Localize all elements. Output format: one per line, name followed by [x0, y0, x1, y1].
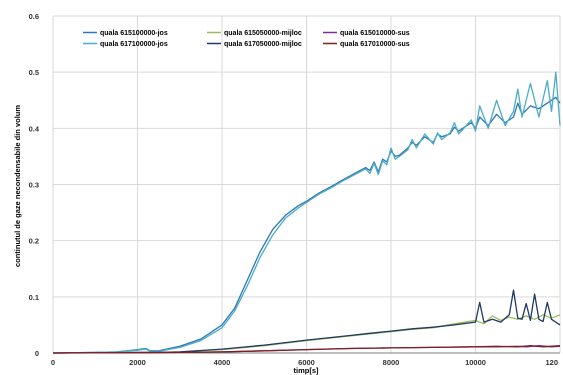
x-axis-label: timp[s] [294, 366, 320, 375]
legend: quala 615100000-jos quala 617100000-jos qu… [83, 30, 410, 48]
series-line-5 [52, 345, 561, 354]
x-tick-label: 10000 [465, 358, 486, 367]
legend-entry: quala 615050000-mijloc [224, 30, 302, 37]
y-tick-label: 0.3 [29, 181, 39, 190]
grid [52, 15, 561, 354]
x-tick-label: 2000 [129, 358, 146, 367]
legend-entry: quala 617010000-sus [340, 41, 410, 48]
y-axis-label: continutul de gaze necondensabile din vo… [13, 105, 22, 267]
x-tick-label: 6000 [298, 358, 315, 367]
legend-entry: quala 615100000-jos [100, 30, 168, 37]
tick-labels: 0 0.1 0.2 0.3 0.4 0.5 0.6 0 2000 4000 6000 8000 1000… [29, 12, 558, 367]
legend-entry: quala 617050000-mijloc [224, 41, 302, 48]
y-tick-label: 0.6 [29, 12, 39, 21]
series-line-1 [52, 71, 561, 354]
y-tick-label: 0.1 [29, 293, 39, 302]
x-tick-label: 120 [545, 358, 558, 367]
x-tick-label: 4000 [214, 358, 231, 367]
series-line-3 [52, 289, 561, 354]
y-tick-label: 0.4 [29, 124, 40, 133]
series-lines [52, 71, 561, 354]
legend-entry: quala 617100000-jos [100, 41, 168, 48]
legend-entry: quala 615010000-sus [340, 30, 410, 37]
y-tick-label: 0 [35, 349, 39, 358]
y-tick-label: 0.5 [29, 68, 39, 77]
series-line-0 [52, 96, 561, 354]
x-tick-label: 0 [51, 358, 55, 367]
x-tick-label: 8000 [383, 358, 400, 367]
y-tick-label: 0.2 [29, 237, 39, 246]
